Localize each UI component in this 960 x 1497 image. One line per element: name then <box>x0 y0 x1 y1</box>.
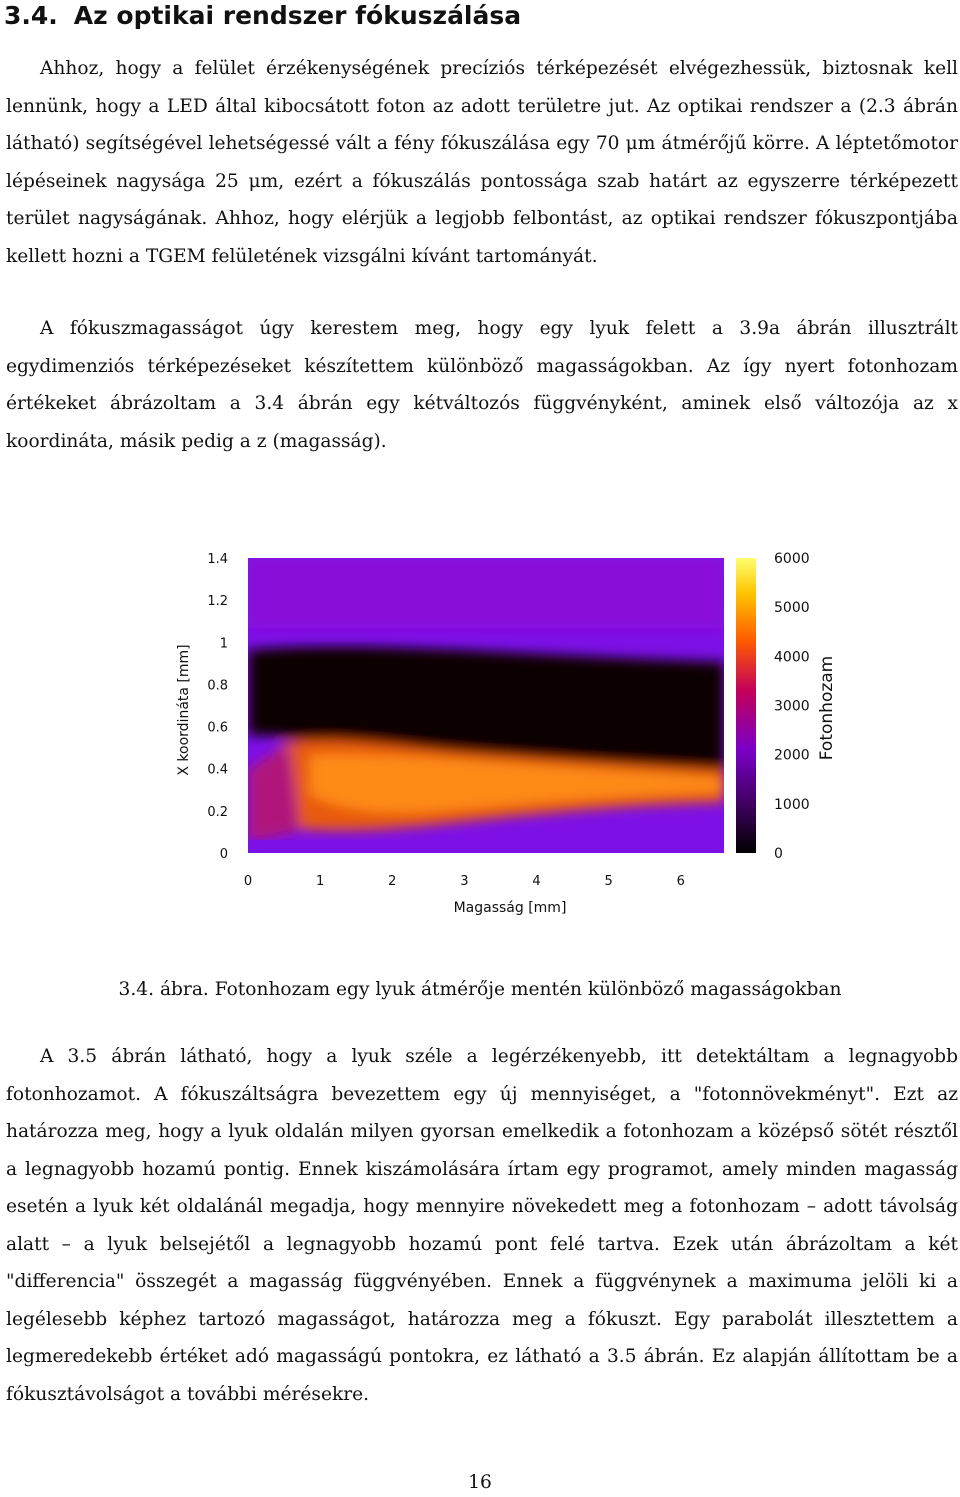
y-tick-label: 0 <box>220 847 228 862</box>
section-title: Az optikai rendszer fókuszálása <box>73 1 522 30</box>
y-tick-label: 1.2 <box>207 594 228 609</box>
x-tick-label: 2 <box>388 874 396 889</box>
x-tick-label: 5 <box>604 874 612 889</box>
colorbar-label: Fotonhozam <box>817 656 837 761</box>
colorbar-tick-label: 4000 <box>774 649 810 665</box>
paragraph-2: A fókuszmagasságot úgy kerestem meg, hog… <box>6 310 958 460</box>
section-heading: 3.4. Az optikai rendszer fókuszálása <box>4 0 521 32</box>
y-tick-label: 0.2 <box>207 805 228 820</box>
x-tick-label: 6 <box>677 874 685 889</box>
x-tick-label: 1 <box>316 874 324 889</box>
paragraph-2-text: A fókuszmagasságot úgy kerestem meg, hog… <box>6 318 958 452</box>
colorbar-tick-label: 2000 <box>774 748 810 764</box>
heatmap-figure: 1.4 1.2 1 0.8 0.6 0.4 0.2 0 0 1 2 3 4 5 6 6000 5000 400… <box>160 540 860 920</box>
x-tick-label: 4 <box>532 874 540 889</box>
figure-caption: 3.4. ábra. Fotonhozam egy lyuk átmérője … <box>118 979 842 1000</box>
y-tick-label: 0.8 <box>207 678 228 693</box>
heatmap-dark-band <box>248 646 724 770</box>
colorbar-tick-label: 6000 <box>774 551 810 567</box>
heatmap-plot-area <box>248 558 724 853</box>
heatmap-upper-band <box>248 558 724 628</box>
paragraph-1: Ahhoz, hogy a felület érzékenységének pr… <box>6 50 958 275</box>
x-tick-label: 0 <box>244 874 252 889</box>
y-tick-labels: 1.4 1.2 1 0.8 0.6 0.4 0.2 0 <box>207 552 228 862</box>
x-tick-label: 3 <box>460 874 468 889</box>
section-number: 3.4. <box>4 1 58 30</box>
heatmap-bright-core <box>310 754 724 813</box>
page-number: 16 <box>468 1472 492 1493</box>
colorbar-tick-label: 5000 <box>774 600 810 616</box>
y-tick-label: 1 <box>220 636 228 651</box>
y-axis-label: X koordináta [mm] <box>176 644 192 775</box>
paragraph-3: A 3.5 ábrán látható, hogy a lyuk széle a… <box>6 1038 958 1413</box>
colorbar-tick-label: 3000 <box>774 699 810 715</box>
y-tick-label: 0.4 <box>207 763 228 778</box>
y-tick-label: 0.6 <box>207 721 228 736</box>
colorbar-tick-label: 1000 <box>774 797 810 813</box>
colorbar-tick-label: 0 <box>774 846 783 862</box>
paragraph-3-text: A 3.5 ábrán látható, hogy a lyuk széle a… <box>6 1046 958 1405</box>
colorbar-tick-labels: 6000 5000 4000 3000 2000 1000 0 <box>774 551 810 862</box>
x-axis-label: Magasság [mm] <box>454 900 567 916</box>
paragraph-1-text: Ahhoz, hogy a felület érzékenységének pr… <box>6 58 958 267</box>
y-tick-label: 1.4 <box>207 552 228 567</box>
x-tick-labels: 0 1 2 3 4 5 6 <box>244 874 685 889</box>
heatmap-left-edge <box>248 746 300 840</box>
colorbar <box>736 558 756 853</box>
heatmap-chart: 1.4 1.2 1 0.8 0.6 0.4 0.2 0 0 1 2 3 4 5 6 6000 5000 400… <box>176 551 837 916</box>
